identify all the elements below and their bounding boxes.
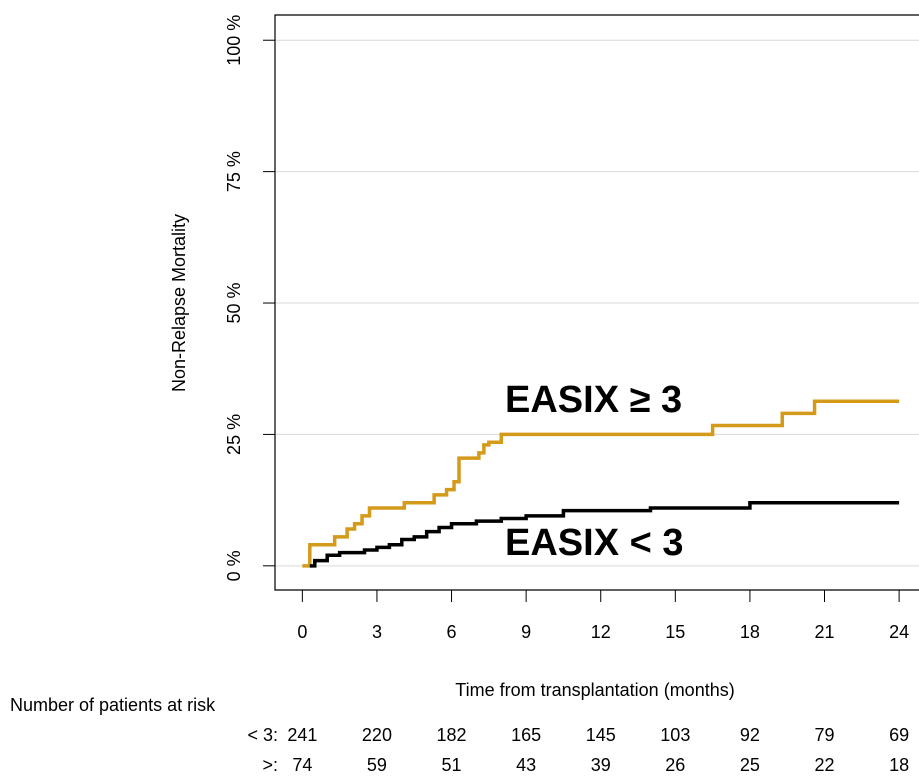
y-tick-label: 50 % (224, 283, 244, 324)
risk-value: 59 (367, 755, 387, 775)
y-axis-label: Non-Relapse Mortality (169, 214, 189, 392)
risk-value: 51 (442, 755, 462, 775)
risk-value: 22 (814, 755, 834, 775)
series-line (302, 399, 900, 568)
plot-frame (274, 14, 919, 591)
risk-value: 241 (287, 725, 317, 745)
risk-value: 69 (889, 725, 909, 745)
y-tick-label: 0 % (224, 550, 244, 581)
x-tick-label: 24 (889, 622, 909, 642)
x-tick-label: 6 (447, 622, 457, 642)
risk-value: 39 (591, 755, 611, 775)
risk-value: 165 (511, 725, 541, 745)
risk-value: 25 (740, 755, 760, 775)
risk-value: 145 (586, 725, 616, 745)
x-tick-label: 9 (521, 622, 531, 642)
series-line (309, 501, 900, 568)
risk-value: 43 (516, 755, 536, 775)
risk-value: 182 (437, 725, 467, 745)
risk-value: 220 (362, 725, 392, 745)
risk-value: 92 (740, 725, 760, 745)
risk-value: 79 (814, 725, 834, 745)
risk-row-label: < 3: (247, 725, 278, 745)
risk-value: 74 (292, 755, 312, 775)
risk-value: 26 (665, 755, 685, 775)
x-tick-label: 15 (665, 622, 685, 642)
x-tick-label: 3 (372, 622, 382, 642)
series-label: EASIX < 3 (505, 522, 683, 564)
y-tick-label: 25 % (224, 414, 244, 455)
x-axis-label: Time from transplantation (months) (455, 680, 734, 700)
y-tick-label: 75 % (224, 151, 244, 192)
x-tick-label: 18 (740, 622, 760, 642)
x-tick-label: 21 (814, 622, 834, 642)
series-label: EASIX ≥ 3 (505, 379, 682, 421)
risk-table-title: Number of patients at risk (10, 695, 216, 715)
x-tick-label: 12 (591, 622, 611, 642)
x-tick-label: 0 (297, 622, 307, 642)
risk-value: 18 (889, 755, 909, 775)
risk-row-label: >: (262, 755, 278, 775)
risk-value: 103 (660, 725, 690, 745)
y-tick-label: 100 % (224, 15, 244, 66)
